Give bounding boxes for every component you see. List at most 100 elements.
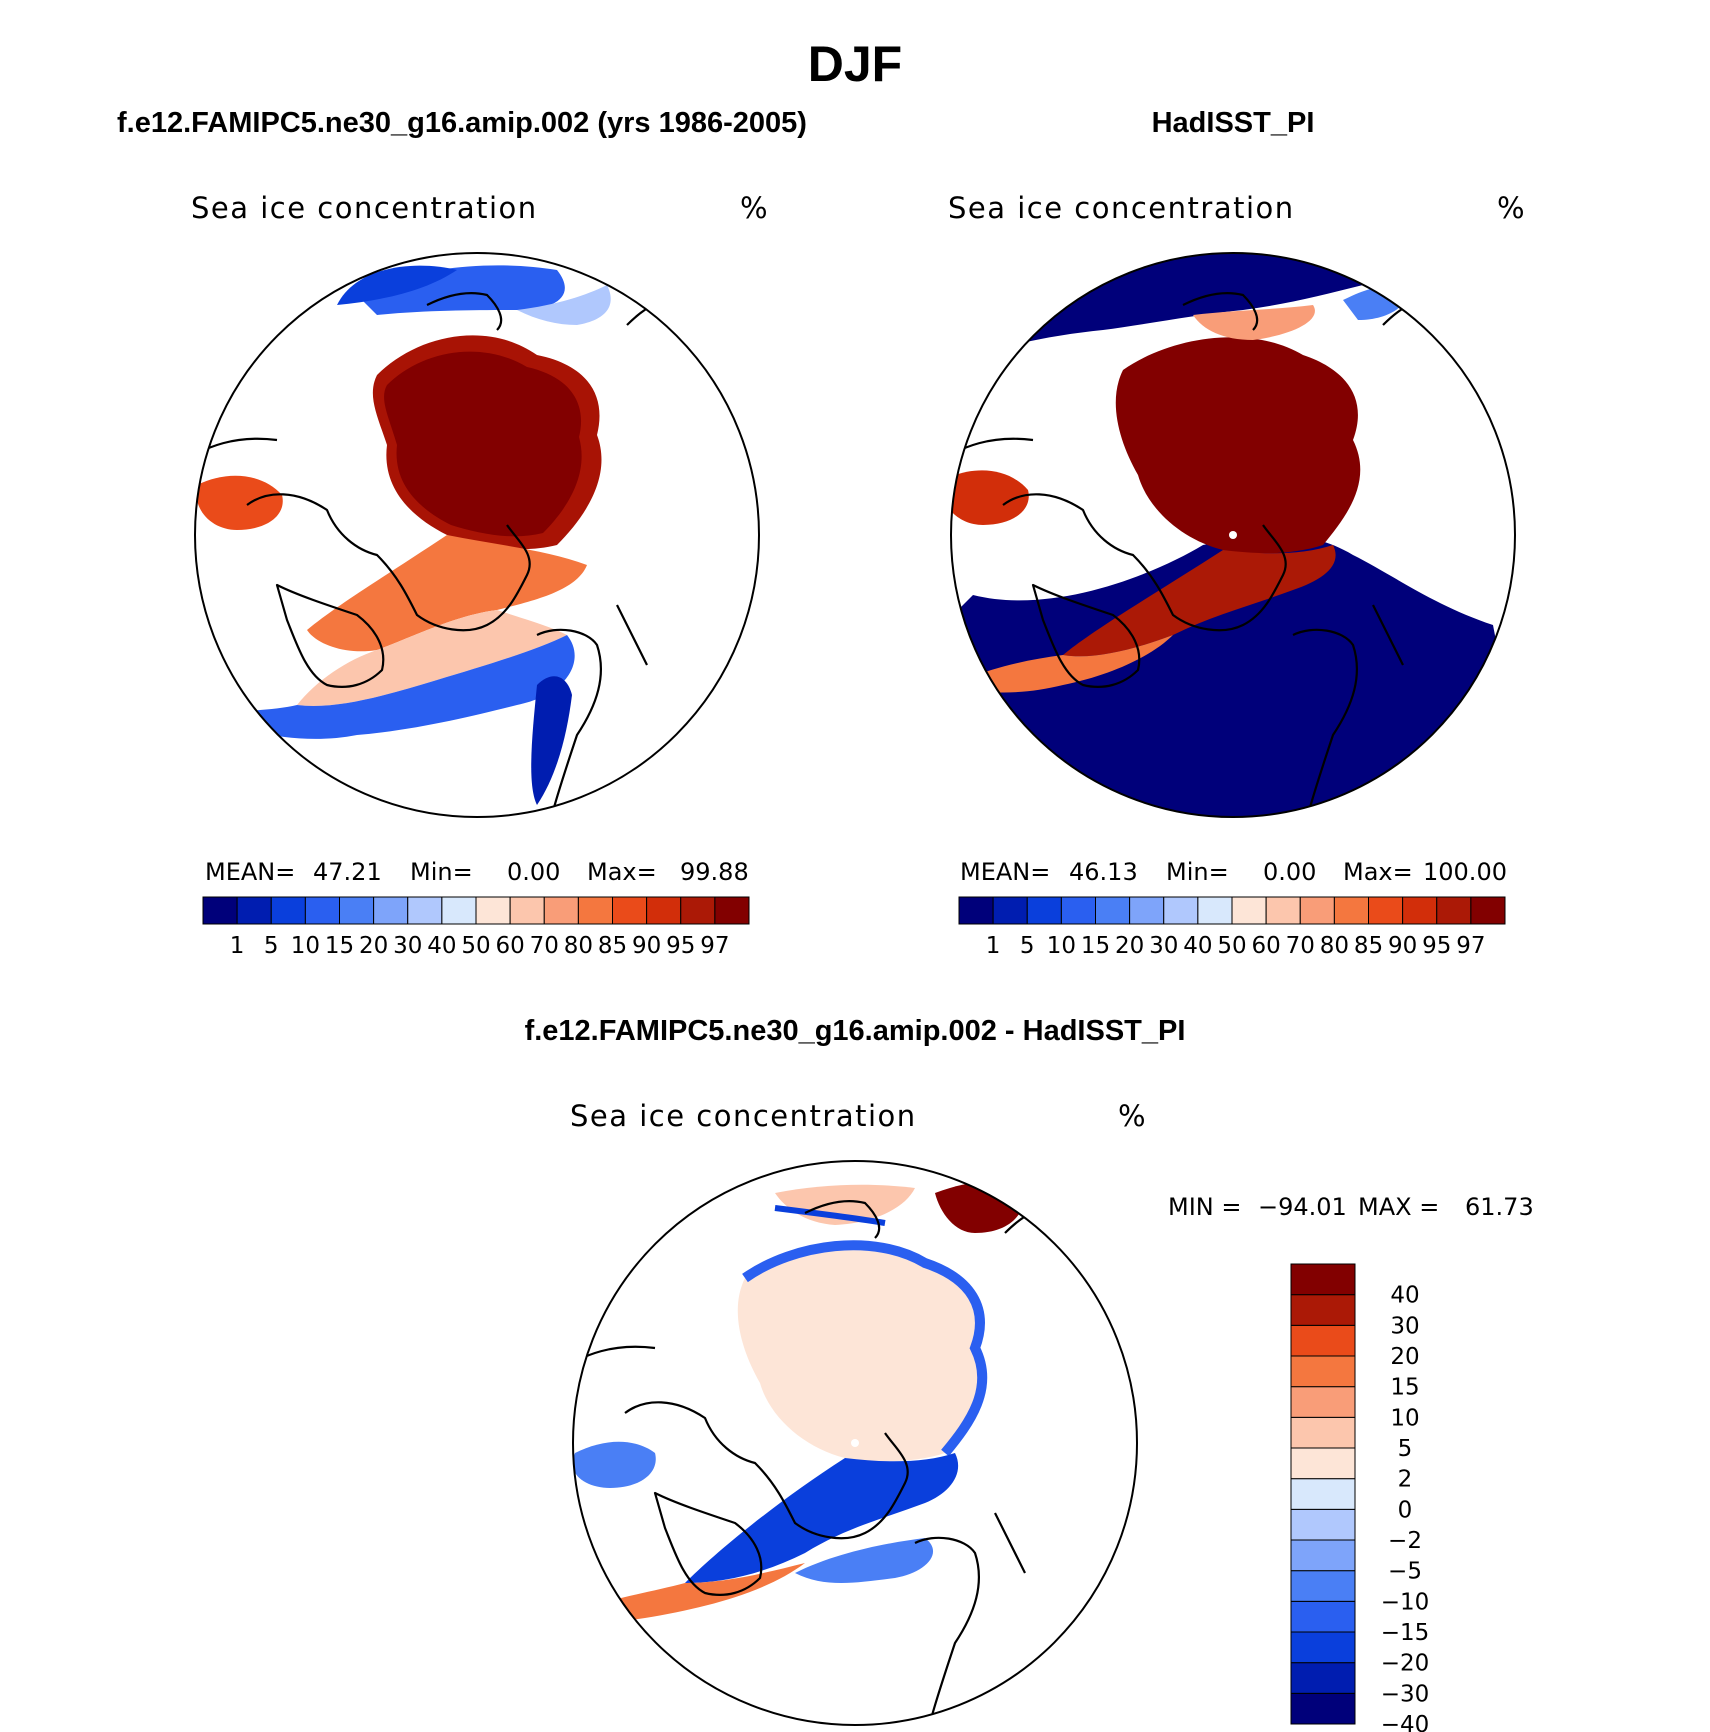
obs-map-boundary xyxy=(950,252,1516,818)
model-colorbar-swatch xyxy=(441,896,477,925)
obs-colorbar-swatch xyxy=(1231,896,1267,925)
diff-panel: Sea ice concentration % MIN = −94.01 MAX =… xyxy=(570,1099,1534,1732)
diff-colorbar-label: 10 xyxy=(1390,1405,1419,1431)
diff-colorbar-label: −20 xyxy=(1381,1651,1430,1677)
model-colorbar-label: 1 xyxy=(230,933,245,959)
model-units-label: % xyxy=(740,191,768,225)
model-colorbar-swatch xyxy=(339,896,375,925)
obs-colorbar-swatch xyxy=(1060,896,1096,925)
model-panel-title: f.e12.FAMIPC5.ne30_g16.amip.002 (yrs 198… xyxy=(117,107,807,139)
diff-colorbar-swatch xyxy=(1290,1692,1356,1725)
model-stats: MEAN= 47.21 Min= 0.00 Max= 99.88 xyxy=(205,858,749,886)
model-colorbar-label: 40 xyxy=(427,933,456,959)
diff-colorbar-swatch xyxy=(1290,1631,1356,1664)
obs-colorbar-label: 95 xyxy=(1422,933,1451,959)
diff-panel-title: f.e12.FAMIPC5.ne30_g16.amip.002 - HadISS… xyxy=(525,1015,1186,1047)
obs-colorbar-label: 70 xyxy=(1286,933,1315,959)
obs-colorbar-swatch xyxy=(1470,896,1506,925)
model-colorbar-label: 50 xyxy=(461,933,490,959)
diff-colorbar-label: 30 xyxy=(1390,1313,1419,1339)
diff-colorbar-label: −30 xyxy=(1381,1681,1430,1707)
model-colorbar-swatch xyxy=(509,896,545,925)
obs-panel: Sea ice concentration % MEAN= 46.13 Min= 0.… xyxy=(948,191,1525,959)
obs-colorbar-label: 10 xyxy=(1047,933,1076,959)
diff-colorbar-swatch xyxy=(1290,1570,1356,1602)
diff-colorbar-swatch xyxy=(1290,1294,1356,1326)
diff-units-label: % xyxy=(1118,1099,1146,1133)
diff-colorbar-swatch xyxy=(1290,1539,1356,1572)
obs-colorbar-swatch xyxy=(1197,896,1233,925)
diff-colorbar-label: −10 xyxy=(1381,1589,1430,1615)
model-colorbar-label: 95 xyxy=(666,933,695,959)
diff-colorbar-swatch xyxy=(1290,1324,1356,1357)
model-colorbar-swatch xyxy=(236,896,272,925)
diff-stats: MIN = −94.01 MAX = 61.73 xyxy=(1168,1193,1534,1221)
obs-colorbar-swatch xyxy=(1368,896,1404,925)
obs-colorbar-swatch xyxy=(1333,896,1369,925)
obs-colorbar-label: 90 xyxy=(1388,933,1417,959)
obs-colorbar-label: 40 xyxy=(1183,933,1212,959)
model-colorbar-swatch xyxy=(543,896,579,925)
model-colorbar-label: 70 xyxy=(530,933,559,959)
model-colorbar-swatch xyxy=(714,896,750,925)
obs-colorbar-label: 20 xyxy=(1115,933,1144,959)
obs-colorbar-label: 85 xyxy=(1354,933,1383,959)
diff-colorbar-label: 0 xyxy=(1398,1497,1413,1523)
diff-colorbar-label: −40 xyxy=(1381,1712,1430,1732)
model-colorbar-swatch xyxy=(304,896,340,925)
obs-stats: MEAN= 46.13 Min= 0.00 Max= 100.00 xyxy=(960,858,1507,886)
model-colorbar-label: 15 xyxy=(325,933,354,959)
obs-colorbar: 1 5 10 15 20 30 40 50 60 70 80 85 90 95 97 xyxy=(958,896,1506,959)
obs-colorbar-swatch xyxy=(958,896,994,925)
obs-colorbar-swatch xyxy=(1402,896,1438,925)
diff-colorbar-label: 40 xyxy=(1390,1283,1419,1309)
model-colorbar-swatch xyxy=(373,896,409,925)
obs-colorbar-label: 5 xyxy=(1020,933,1035,959)
diff-colorbar-swatch xyxy=(1290,1263,1356,1296)
model-colorbar-label: 60 xyxy=(495,933,524,959)
diff-colorbar-swatch xyxy=(1290,1600,1356,1633)
model-map-boundary xyxy=(194,252,760,818)
diff-colorbar-swatch xyxy=(1290,1478,1356,1510)
obs-colorbar-label: 60 xyxy=(1251,933,1280,959)
model-colorbar-label: 10 xyxy=(291,933,320,959)
obs-colorbar-swatch xyxy=(1095,896,1131,925)
diff-colorbar-label: −2 xyxy=(1388,1528,1422,1554)
diff-colorbar-swatch xyxy=(1290,1355,1356,1388)
diff-colorbar-label: −5 xyxy=(1388,1559,1422,1585)
diff-colorbar-swatch xyxy=(1290,1508,1356,1541)
diff-colorbar-swatch xyxy=(1290,1416,1356,1449)
model-colorbar-label: 5 xyxy=(264,933,279,959)
obs-variable-label: Sea ice concentration xyxy=(948,191,1295,225)
diff-variable-label: Sea ice concentration xyxy=(570,1099,917,1133)
model-variable-label: Sea ice concentration xyxy=(191,191,538,225)
model-colorbar-label: 30 xyxy=(393,933,422,959)
diff-colorbar-swatch xyxy=(1290,1386,1356,1418)
diff-colorbar-swatch xyxy=(1290,1662,1356,1694)
diff-colorbar-label: 5 xyxy=(1398,1436,1413,1462)
diff-colorbar-label: −15 xyxy=(1381,1620,1430,1646)
model-map xyxy=(195,265,678,816)
obs-colorbar-swatch xyxy=(1299,896,1335,925)
obs-map xyxy=(951,253,1515,817)
obs-colorbar-label: 50 xyxy=(1217,933,1246,959)
obs-panel-title: HadISST_PI xyxy=(1152,107,1315,139)
obs-colorbar-swatch xyxy=(1265,896,1301,925)
model-panel: Sea ice concentration % MEAN= 47.21 Min= 0.… xyxy=(191,191,768,959)
model-colorbar-swatch xyxy=(407,896,443,925)
model-colorbar-swatch xyxy=(646,896,682,925)
obs-colorbar-swatch xyxy=(1129,896,1165,925)
diff-colorbar-label: 15 xyxy=(1390,1375,1419,1401)
diff-colorbar-label: 20 xyxy=(1390,1344,1419,1370)
obs-colorbar-swatch xyxy=(992,896,1028,925)
obs-units-label: % xyxy=(1497,191,1525,225)
diff-map-boundary xyxy=(572,1160,1138,1726)
obs-colorbar-swatch xyxy=(1163,896,1199,925)
model-colorbar-label: 90 xyxy=(632,933,661,959)
model-colorbar-swatch xyxy=(202,896,238,925)
model-colorbar-swatch xyxy=(270,896,306,925)
model-colorbar-swatch xyxy=(577,896,613,925)
obs-colorbar-label: 97 xyxy=(1456,933,1485,959)
